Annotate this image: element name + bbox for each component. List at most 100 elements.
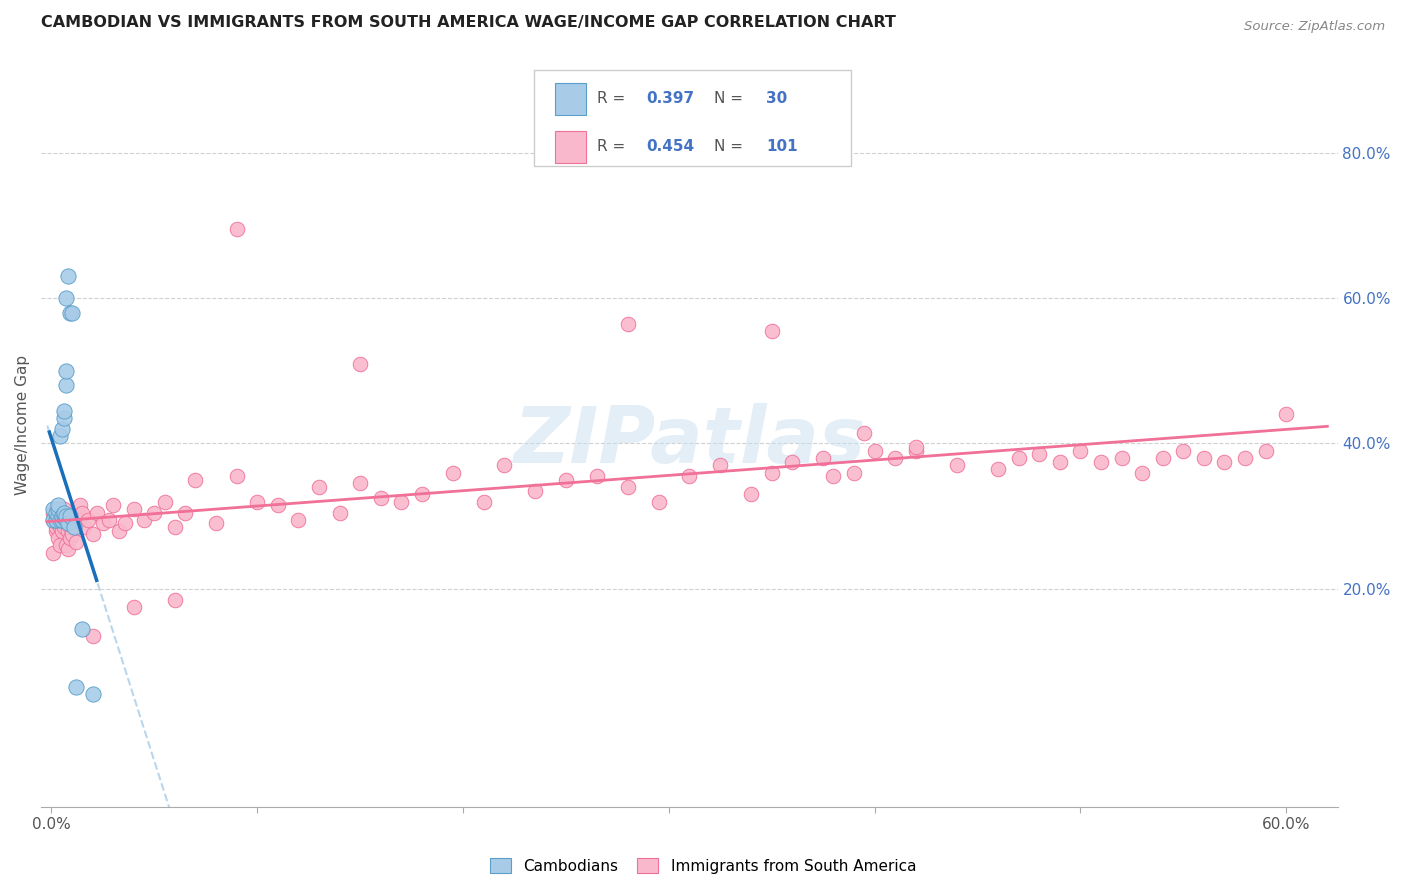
Point bbox=[46, 498, 69, 512]
Point bbox=[63, 520, 86, 534]
Point bbox=[174, 506, 197, 520]
Point bbox=[44, 513, 66, 527]
Point bbox=[42, 513, 65, 527]
Point bbox=[946, 458, 969, 473]
Text: N =: N = bbox=[714, 139, 748, 154]
Point bbox=[1213, 455, 1236, 469]
Point bbox=[153, 494, 176, 508]
Point bbox=[44, 506, 66, 520]
Point bbox=[411, 487, 433, 501]
Point bbox=[328, 506, 350, 520]
Point bbox=[82, 629, 104, 643]
Point bbox=[1090, 455, 1112, 469]
Point bbox=[122, 600, 145, 615]
Point bbox=[761, 324, 783, 338]
Point bbox=[205, 516, 228, 531]
Text: CAMBODIAN VS IMMIGRANTS FROM SOUTH AMERICA WAGE/INCOME GAP CORRELATION CHART: CAMBODIAN VS IMMIGRANTS FROM SOUTH AMERI… bbox=[41, 15, 896, 30]
Point bbox=[616, 480, 638, 494]
Point bbox=[52, 404, 75, 418]
Point bbox=[740, 487, 762, 501]
Point bbox=[823, 469, 845, 483]
Text: ZIPatlas: ZIPatlas bbox=[513, 402, 866, 479]
Point bbox=[65, 534, 87, 549]
Point bbox=[51, 513, 73, 527]
Point bbox=[98, 513, 121, 527]
Point bbox=[46, 502, 69, 516]
Point bbox=[52, 411, 75, 425]
Point bbox=[65, 680, 87, 694]
Point bbox=[52, 506, 75, 520]
Point bbox=[225, 469, 247, 483]
Point bbox=[86, 506, 108, 520]
Point bbox=[1049, 455, 1071, 469]
Point bbox=[55, 509, 77, 524]
Point bbox=[51, 513, 73, 527]
Point bbox=[72, 622, 94, 636]
Point bbox=[69, 498, 91, 512]
Point bbox=[52, 520, 75, 534]
Point bbox=[678, 469, 700, 483]
Point bbox=[46, 531, 69, 545]
Point bbox=[77, 513, 100, 527]
Point bbox=[91, 516, 114, 531]
Text: N =: N = bbox=[714, 91, 748, 106]
Text: 101: 101 bbox=[766, 139, 797, 154]
Point bbox=[1111, 450, 1133, 465]
FancyBboxPatch shape bbox=[554, 131, 586, 162]
Point bbox=[48, 506, 70, 520]
Point bbox=[246, 494, 269, 508]
Point bbox=[82, 527, 104, 541]
Point bbox=[1254, 443, 1277, 458]
Point bbox=[51, 524, 73, 538]
Point bbox=[441, 466, 464, 480]
Point bbox=[1069, 443, 1091, 458]
Point bbox=[48, 538, 70, 552]
Point bbox=[55, 378, 77, 392]
Point bbox=[647, 494, 669, 508]
Text: Source: ZipAtlas.com: Source: ZipAtlas.com bbox=[1244, 20, 1385, 33]
Point bbox=[267, 498, 290, 512]
Point bbox=[55, 538, 77, 552]
Point bbox=[60, 513, 83, 527]
Point bbox=[56, 516, 79, 531]
Point bbox=[51, 509, 73, 524]
Point bbox=[709, 458, 731, 473]
Point bbox=[72, 506, 94, 520]
Point bbox=[494, 458, 516, 473]
Point bbox=[863, 443, 886, 458]
Point bbox=[46, 509, 69, 524]
Point bbox=[472, 494, 495, 508]
Point bbox=[55, 513, 77, 527]
Point bbox=[1192, 450, 1215, 465]
Point bbox=[73, 520, 96, 534]
Point bbox=[46, 509, 69, 524]
Point bbox=[52, 502, 75, 516]
Point bbox=[163, 520, 186, 534]
Point bbox=[349, 357, 371, 371]
Point bbox=[56, 269, 79, 284]
Text: 0.454: 0.454 bbox=[647, 139, 695, 154]
Text: 0.397: 0.397 bbox=[647, 91, 695, 106]
Point bbox=[904, 440, 927, 454]
Point bbox=[1173, 443, 1195, 458]
Point bbox=[904, 443, 927, 458]
Point bbox=[1008, 450, 1031, 465]
Point bbox=[761, 466, 783, 480]
Text: R =: R = bbox=[598, 139, 630, 154]
Point bbox=[59, 520, 82, 534]
Point bbox=[46, 516, 69, 531]
Point bbox=[44, 520, 66, 534]
Text: 30: 30 bbox=[766, 91, 787, 106]
FancyBboxPatch shape bbox=[534, 70, 852, 166]
Point bbox=[44, 513, 66, 527]
Point bbox=[67, 513, 90, 527]
Point bbox=[349, 476, 371, 491]
Point bbox=[842, 466, 865, 480]
Point bbox=[59, 531, 82, 545]
Point bbox=[52, 509, 75, 524]
Point bbox=[122, 502, 145, 516]
Point bbox=[82, 687, 104, 701]
Point bbox=[48, 513, 70, 527]
Point bbox=[1152, 450, 1174, 465]
Point bbox=[55, 364, 77, 378]
